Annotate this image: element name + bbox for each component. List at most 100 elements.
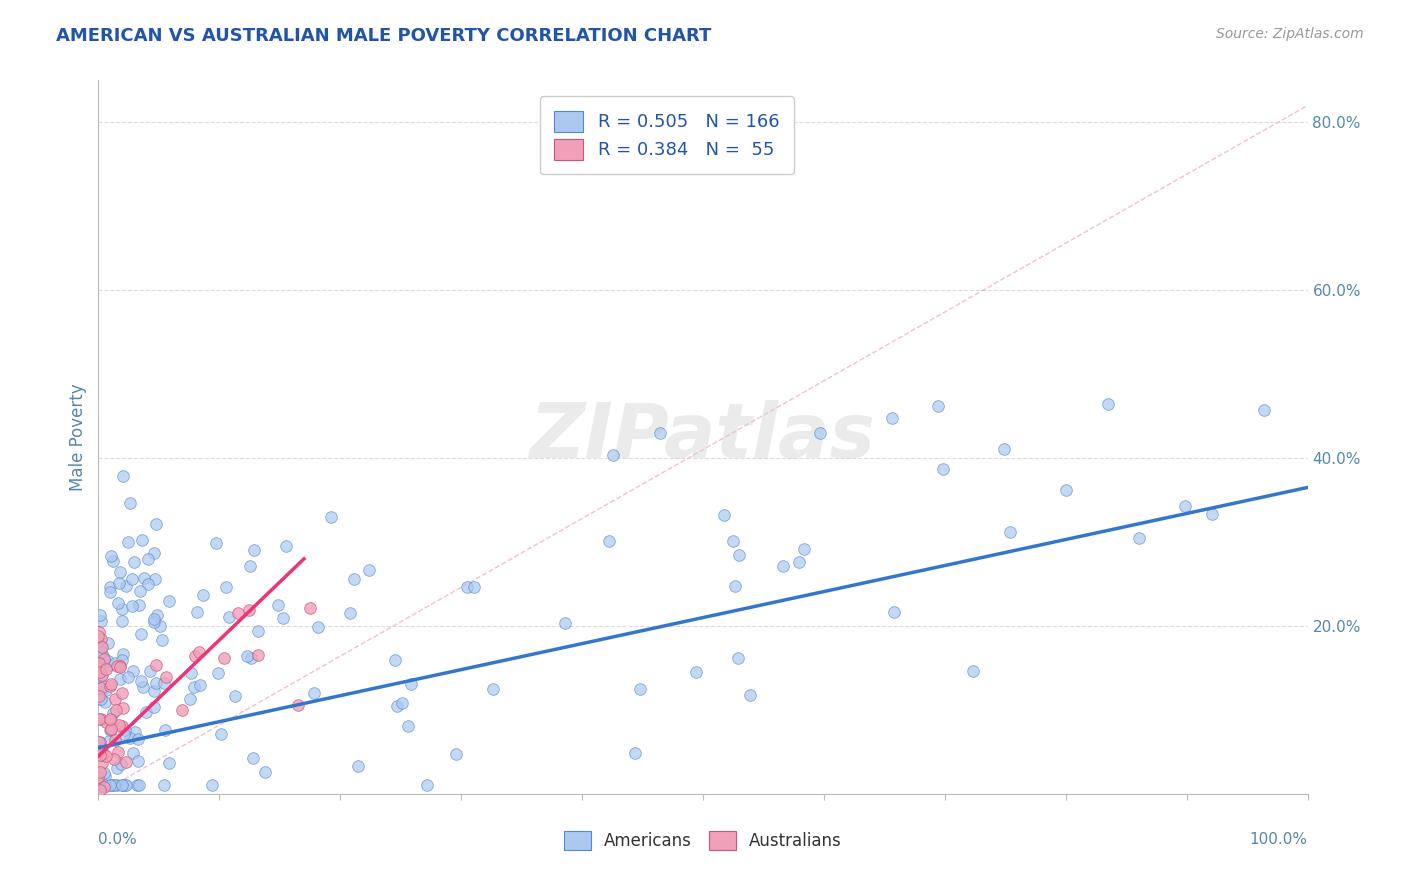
Point: [209, 727, 232, 741]
Point: [628, 681, 651, 696]
Point: [138, 576, 160, 591]
Point: [787, 554, 810, 568]
Point: [727, 548, 749, 562]
Point: [243, 542, 266, 557]
Point: [107, 596, 129, 610]
Text: ZIPatlas: ZIPatlas: [530, 401, 876, 474]
Point: [108, 565, 131, 579]
Point: [207, 665, 229, 680]
Point: [100, 549, 122, 564]
Point: [89, 607, 111, 622]
Point: [129, 674, 152, 689]
Point: [98, 658, 121, 673]
Point: [97, 654, 120, 668]
Point: [180, 666, 202, 681]
Point: [1097, 396, 1119, 410]
Point: [136, 552, 159, 566]
Point: [172, 702, 194, 716]
Point: [184, 648, 207, 663]
Point: [89, 765, 111, 780]
Point: [111, 614, 134, 628]
Point: [107, 745, 129, 759]
Point: [224, 689, 246, 703]
Point: [145, 607, 167, 622]
Point: [114, 779, 136, 793]
Point: [157, 594, 180, 608]
Point: [962, 664, 984, 678]
Point: [131, 533, 153, 547]
Point: [149, 619, 172, 633]
Point: [114, 723, 136, 738]
Point: [128, 598, 150, 612]
Point: [122, 555, 145, 569]
Point: [481, 681, 503, 696]
Point: [87, 689, 110, 703]
Point: [100, 722, 122, 736]
Point: [153, 676, 176, 690]
Point: [153, 723, 176, 737]
Point: [115, 755, 138, 769]
Point: [93, 679, 115, 693]
Point: [179, 692, 201, 706]
Point: [89, 657, 111, 671]
Point: [89, 665, 111, 679]
Point: [91, 756, 114, 770]
Point: [97, 636, 120, 650]
Point: [89, 735, 111, 749]
Point: [89, 735, 111, 749]
Point: [90, 681, 112, 695]
Point: [399, 676, 422, 690]
Point: [415, 779, 437, 793]
Point: [127, 731, 149, 746]
Point: [129, 627, 152, 641]
Point: [98, 679, 121, 693]
Point: [129, 583, 152, 598]
Point: [89, 645, 111, 659]
Point: [226, 607, 249, 621]
Point: [105, 659, 128, 673]
Point: [104, 657, 127, 671]
Point: [94, 695, 117, 709]
Point: [91, 648, 114, 663]
Point: [212, 651, 235, 665]
Point: [723, 534, 745, 549]
Point: [94, 662, 117, 676]
Point: [927, 399, 949, 413]
Point: [339, 606, 361, 620]
Point: [153, 779, 176, 793]
Point: [598, 534, 620, 549]
Point: [89, 656, 111, 670]
Point: [94, 683, 117, 698]
Point: [89, 692, 111, 706]
Point: [98, 712, 121, 726]
Point: [810, 425, 832, 440]
Point: [727, 651, 749, 665]
Point: [111, 701, 134, 715]
Point: [100, 722, 122, 736]
Point: [273, 610, 295, 624]
Point: [93, 780, 115, 794]
Point: [90, 632, 112, 647]
Point: [359, 563, 381, 577]
Point: [384, 653, 406, 667]
Point: [98, 585, 121, 599]
Point: [87, 625, 110, 640]
Point: [218, 609, 240, 624]
Point: [120, 731, 142, 745]
Point: [186, 605, 208, 619]
Point: [101, 706, 124, 720]
Point: [97, 734, 120, 748]
Point: [238, 603, 260, 617]
Point: [145, 657, 167, 672]
Point: [624, 747, 647, 761]
Point: [89, 782, 111, 797]
Point: [793, 541, 815, 556]
Point: [145, 517, 167, 532]
Point: [307, 619, 329, 633]
Point: [932, 461, 955, 475]
Point: [127, 755, 149, 769]
Point: [396, 719, 419, 733]
Point: [115, 779, 138, 793]
Text: 0.0%: 0.0%: [98, 832, 138, 847]
Point: [98, 580, 121, 594]
